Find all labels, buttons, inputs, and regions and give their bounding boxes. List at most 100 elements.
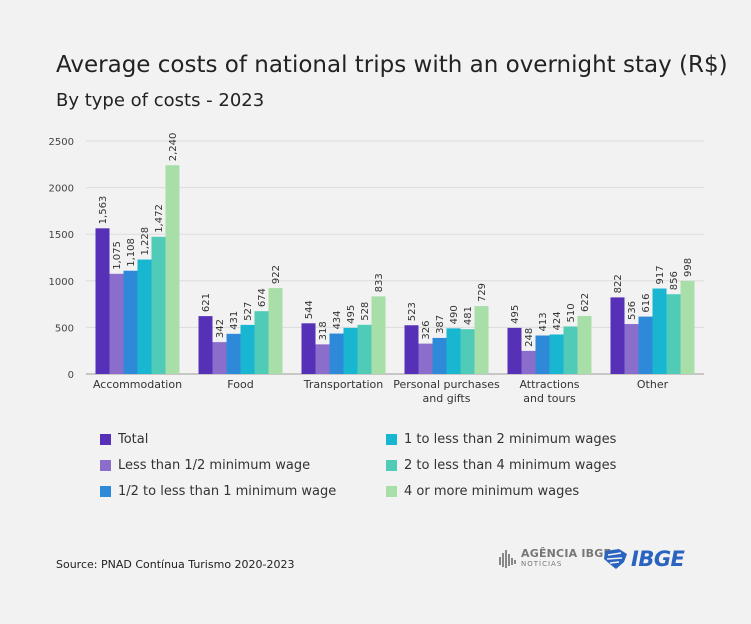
agencia-logo-line1: AGÊNCIA IBGE — [521, 547, 612, 560]
y-tick-label: 1000 — [49, 277, 74, 288]
data-label: 856 — [669, 271, 680, 290]
data-label: 387 — [435, 315, 446, 334]
data-label: 424 — [552, 311, 563, 330]
bar — [563, 326, 578, 374]
x-tick-label: and gifts — [423, 392, 471, 405]
y-tick-label: 2000 — [49, 184, 74, 195]
y-tick-label: 0 — [68, 370, 74, 381]
bar — [446, 328, 461, 374]
data-label: 1,563 — [98, 196, 109, 225]
agencia-logo-icon — [499, 549, 516, 568]
legend-swatch — [386, 434, 397, 445]
bar — [371, 296, 386, 374]
data-label: 527 — [243, 302, 254, 321]
data-label: 536 — [627, 301, 638, 320]
data-label: 2,240 — [168, 133, 179, 162]
x-tick-label: Accommodation — [93, 378, 182, 391]
bar — [404, 325, 419, 374]
data-label: 326 — [421, 321, 432, 340]
data-label: 616 — [641, 293, 652, 312]
bar — [226, 333, 241, 374]
y-tick-label: 1500 — [49, 230, 74, 241]
bar — [432, 337, 447, 374]
bar — [268, 288, 283, 374]
agencia-logo-line2: NOTÍCIAS — [521, 560, 563, 568]
bar — [198, 316, 213, 374]
legend-swatch — [100, 460, 111, 471]
bar — [521, 350, 536, 374]
bar — [343, 327, 358, 374]
x-tick-label: Other — [637, 378, 669, 391]
legend-label: Less than 1/2 minimum wage — [118, 458, 311, 473]
bar — [680, 280, 695, 374]
bar — [165, 165, 180, 374]
legend-item-total: Total — [100, 432, 148, 447]
bar — [549, 334, 564, 374]
data-label: 822 — [613, 274, 624, 293]
data-label: 922 — [271, 265, 282, 284]
ibge-map-icon — [604, 549, 627, 569]
ibge-logo: IBGE — [602, 547, 685, 571]
bar — [418, 343, 433, 374]
data-label: 481 — [463, 306, 474, 325]
data-label: 510 — [566, 303, 577, 322]
bar — [95, 228, 110, 374]
data-label: 490 — [449, 305, 460, 324]
bar — [212, 342, 227, 374]
agencia-ibge-logo: AGÊNCIA IBGE NOTÍCIAS — [498, 548, 611, 569]
bar — [638, 316, 653, 374]
bar — [123, 270, 138, 374]
bar — [254, 311, 269, 374]
data-label: 544 — [304, 300, 315, 319]
bar — [460, 329, 475, 374]
data-label: 729 — [477, 283, 488, 302]
bar — [357, 324, 372, 374]
chart-title: Average costs of national trips with an … — [56, 52, 728, 78]
legend-item-less-than-half: Less than 1/2 minimum wage — [100, 458, 310, 473]
legend-item-half-to-one: 1/2 to less than 1 minimum wage — [100, 484, 336, 499]
x-tick-label: and tours — [523, 392, 576, 405]
ibge-logo-text: IBGE — [631, 547, 685, 571]
bar — [652, 288, 667, 374]
data-label: 434 — [332, 310, 343, 329]
bar — [240, 324, 255, 374]
legend-label: 2 to less than 4 minimum wages — [404, 458, 617, 473]
legend-swatch — [386, 460, 397, 471]
data-label: 998 — [683, 258, 694, 277]
legend-label: Total — [118, 432, 149, 447]
legend-label: 1/2 to less than 1 minimum wage — [118, 484, 337, 499]
y-tick-label: 2500 — [49, 137, 74, 148]
data-label: 833 — [374, 273, 385, 292]
bar-chart: 0 500 1000 1500 2000 2500 1,563 1,075 1,108 1,228… — [49, 133, 704, 405]
data-label: 1,108 — [126, 238, 137, 267]
legend-label: 4 or more minimum wages — [404, 484, 580, 499]
bar — [329, 333, 344, 374]
data-label: 528 — [360, 302, 371, 321]
data-label: 621 — [201, 293, 212, 312]
bar — [610, 297, 625, 374]
legend-label: 1 to less than 2 minimum wages — [404, 432, 617, 447]
data-label: 523 — [407, 302, 418, 321]
chart-subtitle: By type of costs - 2023 — [56, 90, 265, 111]
data-label: 495 — [346, 305, 357, 324]
x-tick-label: Transportation — [303, 378, 383, 391]
data-label: 622 — [580, 293, 591, 312]
bar — [535, 335, 550, 374]
x-tick-label: Personal purchases — [393, 378, 500, 391]
data-label: 495 — [510, 305, 521, 324]
bar — [624, 324, 639, 374]
y-tick-label: 500 — [55, 323, 74, 334]
data-label: 431 — [229, 311, 240, 330]
bar — [301, 323, 316, 374]
bar — [109, 273, 124, 374]
x-tick-label: Food — [227, 378, 253, 391]
legend-item-two-to-four: 2 to less than 4 minimum wages — [386, 458, 616, 473]
data-label: 1,075 — [112, 241, 123, 270]
legend-swatch — [100, 434, 111, 445]
data-label: 674 — [257, 288, 268, 307]
data-label: 1,472 — [154, 204, 165, 233]
data-label: 342 — [215, 319, 226, 338]
x-tick-label: Attractions — [519, 378, 579, 391]
legend-item-four-or-more: 4 or more minimum wages — [386, 484, 579, 499]
bar — [315, 344, 330, 374]
